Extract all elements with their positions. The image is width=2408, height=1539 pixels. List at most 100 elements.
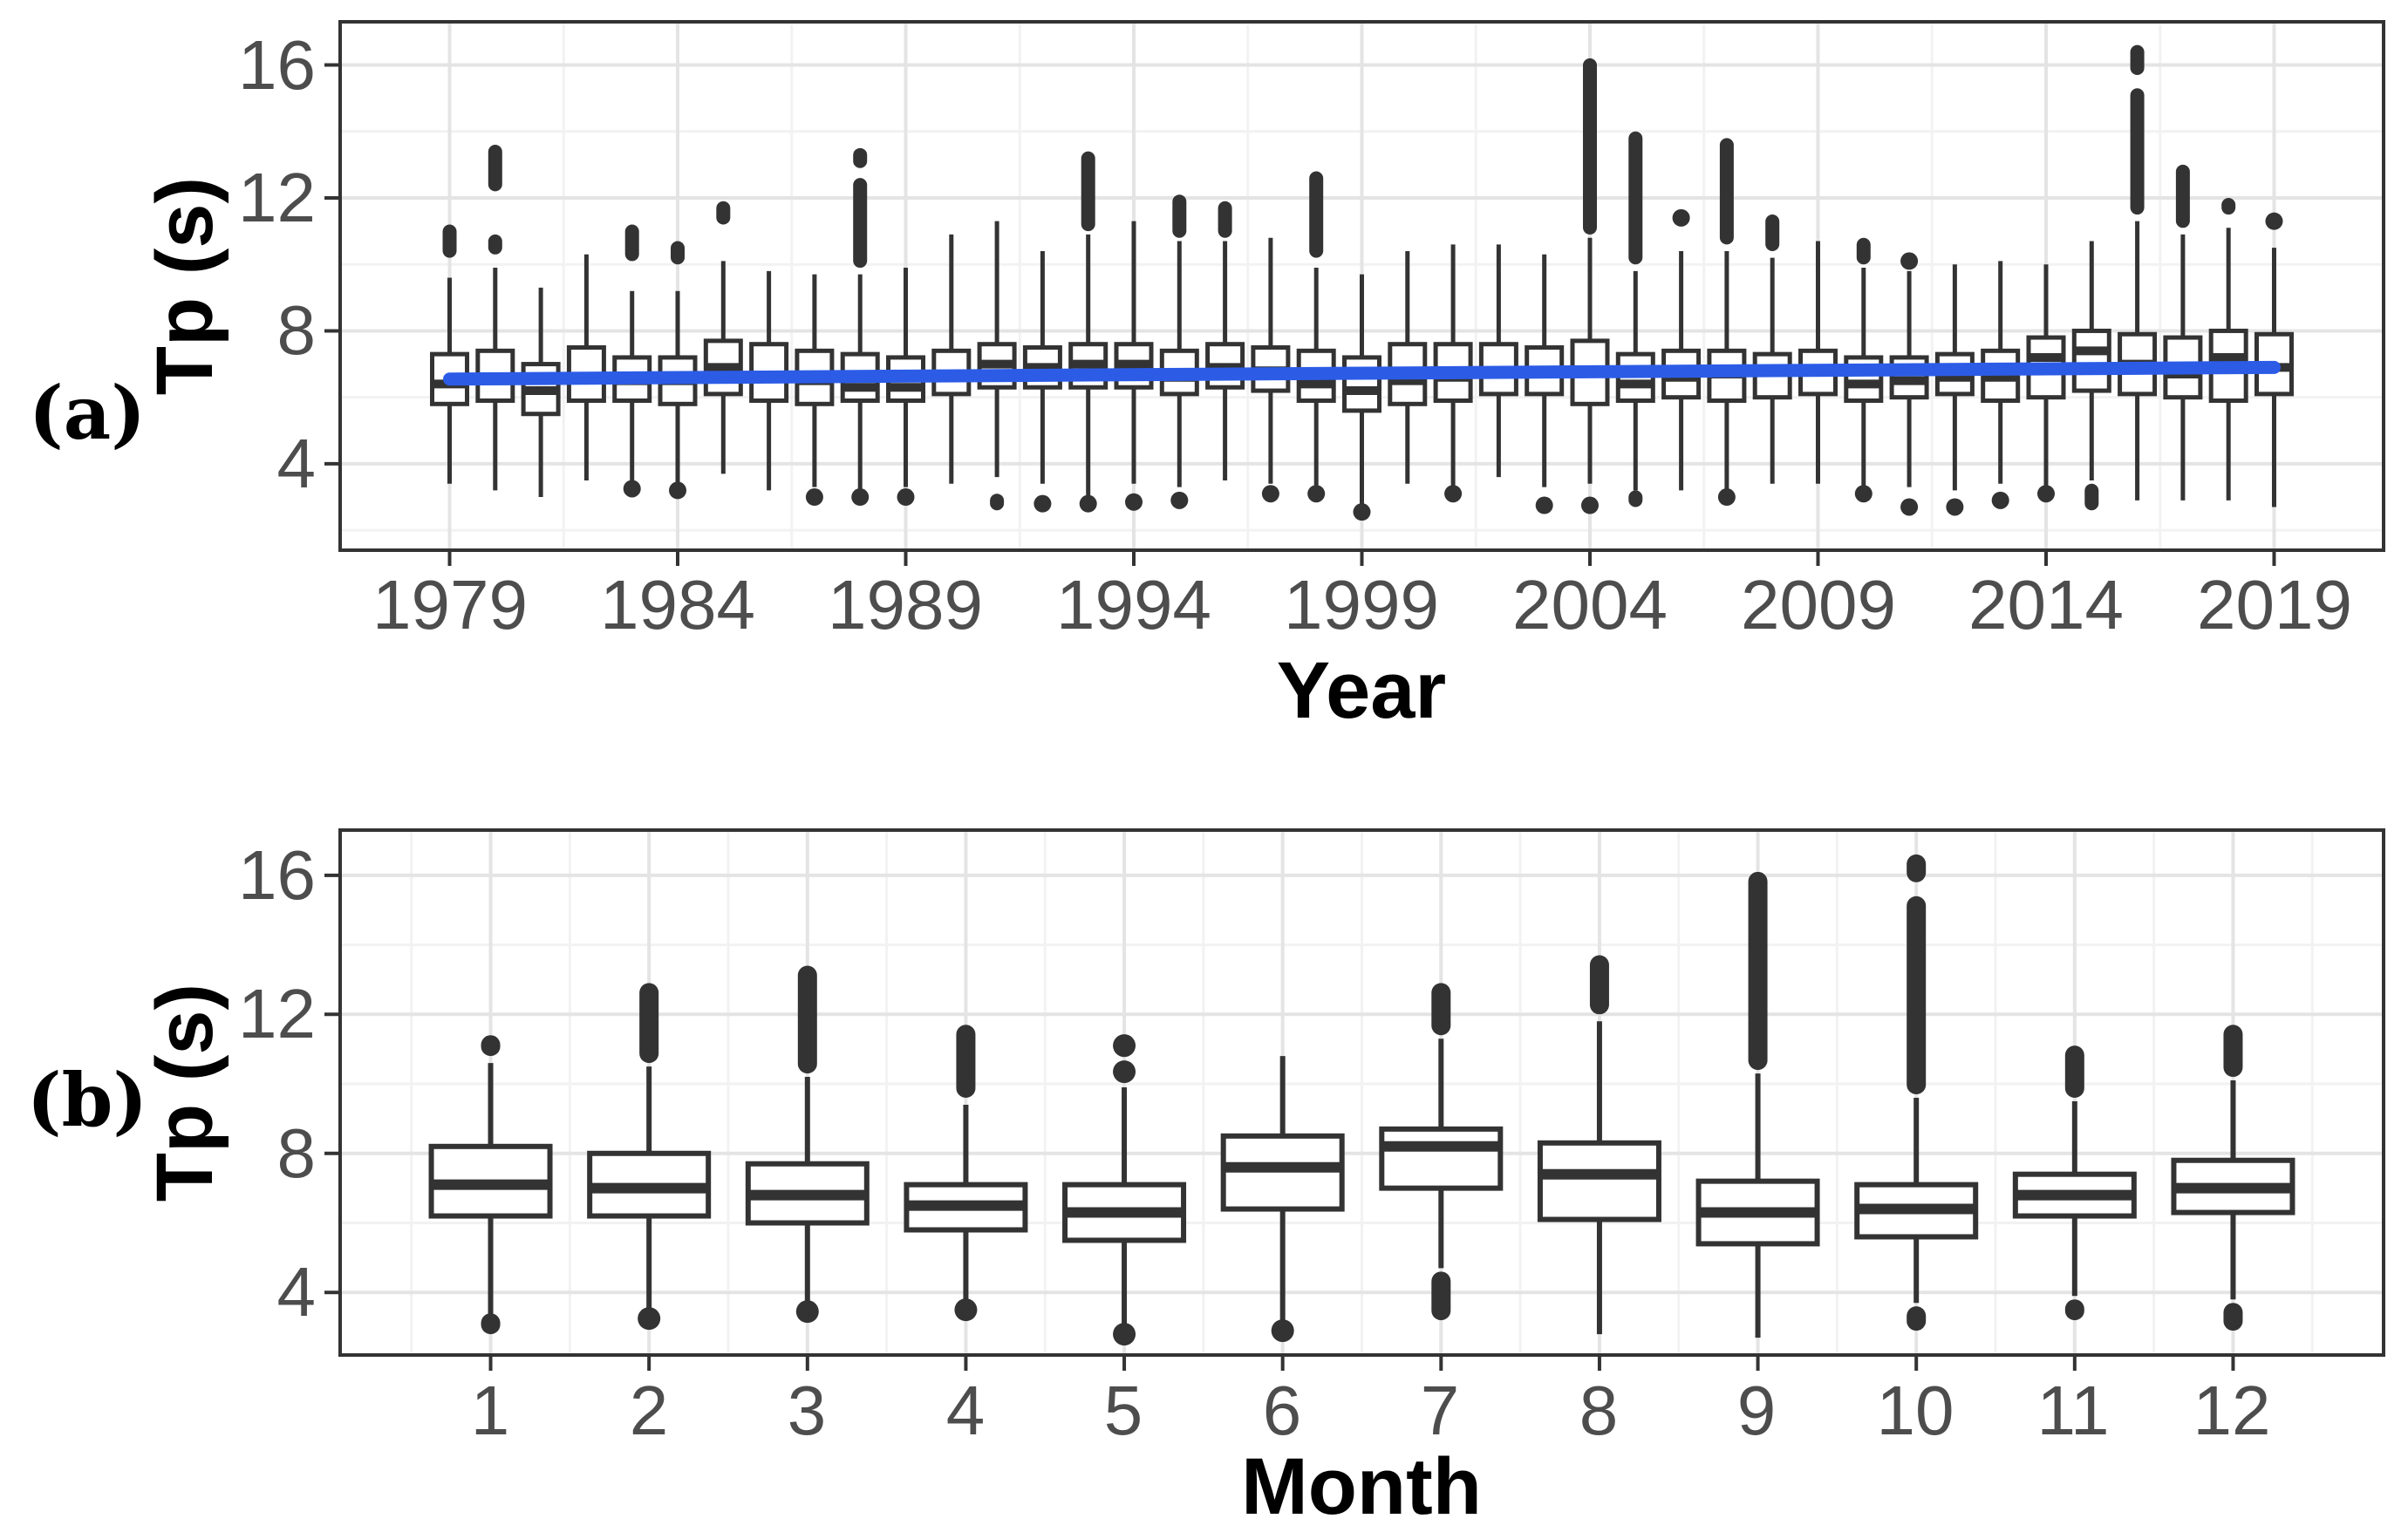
box-group — [1478, 244, 1518, 478]
box-group — [1661, 208, 1702, 491]
y-tick-label: 12 — [238, 159, 316, 236]
outlier-column — [990, 494, 1005, 511]
outlier-column — [2064, 1299, 2084, 1321]
y-tick-label: 4 — [276, 425, 317, 502]
box-group — [904, 1025, 1028, 1322]
outlier-column — [1907, 1306, 1927, 1331]
outlier-column — [2064, 1045, 2084, 1098]
trend-line — [443, 360, 2281, 386]
outlier-point — [1271, 1319, 1294, 1343]
box-group — [2208, 198, 2248, 501]
x-tick-label: 4 — [945, 1372, 986, 1449]
box-group — [795, 274, 835, 507]
box-group — [1068, 151, 1108, 513]
box-group — [1205, 201, 1245, 480]
x-tick-label: 1979 — [372, 566, 528, 644]
outlier-column — [2130, 44, 2145, 75]
box-group — [1159, 194, 1199, 509]
outlier-point — [2265, 212, 2283, 230]
outlier-column — [853, 178, 868, 269]
outlier-point — [1261, 485, 1279, 503]
outlier-point — [1717, 488, 1736, 507]
outlier-column — [624, 224, 639, 262]
box-group — [1854, 854, 1979, 1331]
box-group — [1537, 955, 1661, 1335]
box-group — [1695, 871, 1820, 1338]
outlier-column — [1719, 138, 1734, 245]
outlier-column — [1431, 1271, 1451, 1321]
outlier-point — [1113, 1323, 1136, 1346]
outlier-column — [671, 241, 686, 265]
x-tick-label: 2009 — [1741, 566, 1896, 644]
x-tick-label: 2019 — [2197, 566, 2352, 644]
outlier-column — [488, 145, 502, 192]
x-tick-label: 11 — [2036, 1372, 2110, 1449]
y-tick-label: 16 — [238, 836, 316, 914]
box-group — [1797, 241, 1838, 484]
x-tick-label: 7 — [1420, 1372, 1460, 1449]
outlier-point — [1946, 498, 1964, 516]
outlier-point — [1535, 496, 1553, 514]
outlier-column — [1748, 871, 1768, 1071]
outlier-point — [805, 488, 823, 507]
box-group — [745, 965, 870, 1324]
outlier-point — [1113, 1034, 1136, 1058]
box-group — [1525, 254, 1565, 514]
box-group — [1379, 983, 1504, 1321]
outlier-point — [1033, 494, 1052, 513]
axis-ticks — [324, 63, 2276, 566]
outlier-point — [1113, 1060, 1136, 1084]
outlier-point — [1444, 485, 1463, 503]
outlier-column — [1907, 895, 1927, 1094]
outlier-column — [1628, 490, 1643, 507]
panel-a-tag: (a) — [29, 370, 146, 456]
x-tick-label: 1989 — [828, 566, 983, 644]
y-tick-label: 4 — [276, 1253, 317, 1331]
y-tick-label: 16 — [238, 26, 316, 104]
outlier-column — [488, 234, 502, 255]
outlier-column — [2223, 1303, 2243, 1331]
x-tick-label: 2004 — [1512, 566, 1668, 644]
axis-ticks — [324, 873, 2235, 1371]
outlier-column — [716, 201, 731, 225]
outlier-point — [851, 488, 870, 507]
box-group — [1981, 261, 2021, 509]
box-group — [886, 268, 926, 507]
outlier-point — [897, 488, 915, 507]
box-group — [1889, 252, 1929, 516]
outlier-point — [1125, 493, 1143, 511]
panel-a-x-axis-title: Year — [1276, 646, 1447, 735]
x-tick-label: 6 — [1262, 1372, 1302, 1449]
outlier-column — [1431, 983, 1451, 1036]
outlier-column — [1765, 215, 1780, 251]
outlier-column — [1218, 201, 1232, 238]
outlier-point — [1580, 496, 1599, 514]
box-group — [1752, 215, 1792, 484]
outlier-column — [2084, 483, 2099, 511]
boxes — [428, 854, 2295, 1346]
x-tick-label: 8 — [1579, 1372, 1619, 1449]
box-group — [2118, 44, 2158, 501]
outlier-point — [1672, 208, 1690, 227]
box-group — [703, 201, 743, 474]
outlier-point — [1079, 494, 1097, 513]
outlier-column — [2130, 88, 2145, 215]
x-tick-label: 2 — [629, 1372, 669, 1449]
outlier-point — [1900, 498, 1919, 516]
box-group — [931, 234, 972, 484]
outlier-point — [1353, 503, 1371, 521]
outlier-column — [481, 1313, 501, 1335]
panel-b — [324, 828, 2385, 1371]
outlier-column — [1856, 237, 1871, 265]
outlier-column — [2175, 164, 2190, 228]
box-group — [1342, 274, 1381, 521]
outlier-column — [1172, 194, 1187, 238]
box-group — [2171, 1025, 2295, 1331]
box-group — [1220, 1056, 1345, 1343]
outlier-point — [1991, 491, 2009, 509]
outlier-point — [1900, 252, 1919, 270]
outlier-column — [639, 983, 659, 1064]
outlier-column — [2221, 198, 2236, 215]
box-group — [2012, 1045, 2137, 1321]
